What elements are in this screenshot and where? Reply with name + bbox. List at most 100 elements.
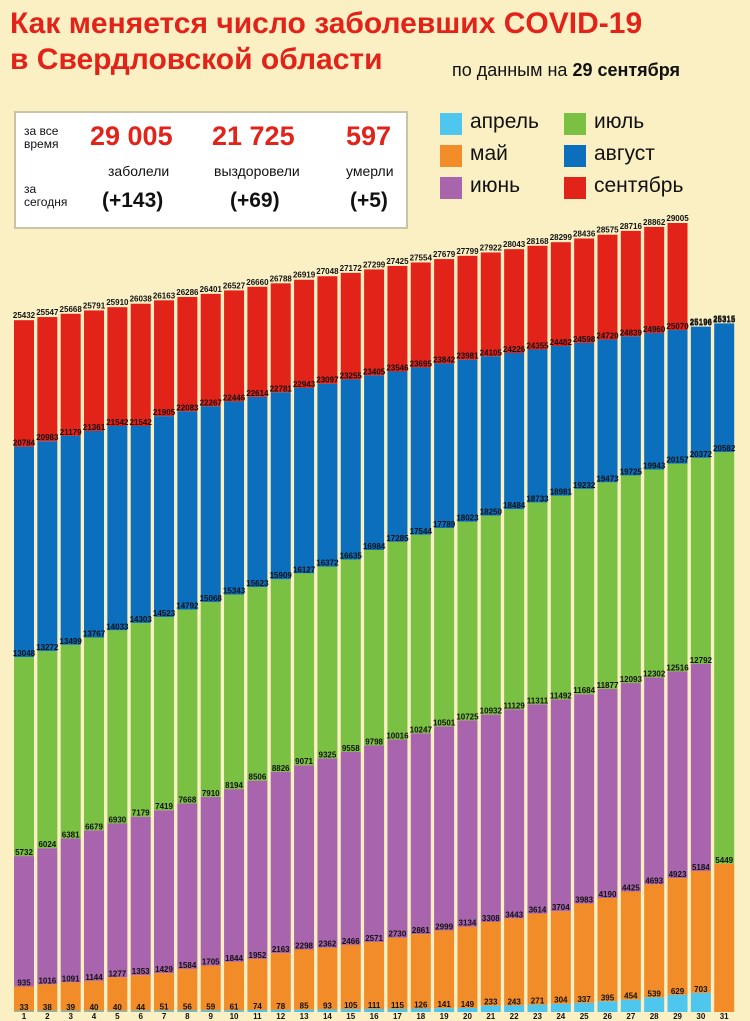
bar-august-15 xyxy=(340,379,361,560)
bar-june-24 xyxy=(550,699,571,912)
data-label-total-31: 25315 xyxy=(713,314,736,323)
bar-september-14 xyxy=(317,276,338,384)
data-label-may-6: 1353 xyxy=(132,967,150,976)
bar-september-13 xyxy=(294,279,315,388)
stat-cases-total: 29 005 xyxy=(90,121,173,151)
data-label-may-26: 4190 xyxy=(599,890,617,899)
data-label-total-10: 26527 xyxy=(223,281,246,290)
bar-july-12 xyxy=(270,579,291,772)
bar-june-15 xyxy=(340,752,361,945)
legend: апрель июль май август июнь сентябрь xyxy=(440,110,740,210)
data-label-july-25: 19232 xyxy=(573,481,596,490)
data-label-august-25: 24598 xyxy=(573,335,596,344)
stat-deaths-total: 597 xyxy=(346,121,392,151)
bar-may-16 xyxy=(364,942,385,1009)
bar-april-2 xyxy=(37,1010,58,1012)
data-label-total-6: 26038 xyxy=(130,295,153,304)
data-label-august-17: 23546 xyxy=(386,363,409,372)
data-label-may-13: 2298 xyxy=(295,941,313,950)
bar-april-5 xyxy=(107,1010,128,1012)
bar-may-26 xyxy=(597,898,618,1002)
bar-september-4 xyxy=(84,310,105,431)
bar-may-28 xyxy=(644,884,665,998)
data-label-august-16: 23405 xyxy=(363,367,386,376)
data-label-total-24: 28299 xyxy=(550,233,573,242)
data-label-june-15: 9558 xyxy=(342,744,360,753)
data-label-april-15: 105 xyxy=(344,1001,358,1010)
bar-june-8 xyxy=(177,803,198,969)
data-label-june-9: 7910 xyxy=(202,789,220,798)
data-label-total-28: 28862 xyxy=(643,218,666,227)
data-label-august-12: 22781 xyxy=(270,384,293,393)
data-label-august-30: 25196 xyxy=(690,319,713,328)
data-label-total-23: 28168 xyxy=(526,237,549,246)
data-label-april-11: 74 xyxy=(253,1002,262,1011)
data-label-may-31: 5449 xyxy=(715,856,733,865)
data-label-june-18: 10247 xyxy=(410,725,433,734)
x-tick-8: 8 xyxy=(185,1012,190,1021)
x-tick-25: 25 xyxy=(580,1012,589,1021)
data-label-april-26: 395 xyxy=(601,993,615,1002)
data-label-may-7: 1429 xyxy=(155,965,173,974)
data-label-july-5: 14033 xyxy=(106,622,129,631)
data-label-august-21: 24105 xyxy=(480,348,503,357)
data-label-august-26: 24720 xyxy=(596,332,619,341)
bar-july-15 xyxy=(340,559,361,753)
x-tick-19: 19 xyxy=(440,1012,449,1021)
data-label-may-24: 3704 xyxy=(552,903,570,912)
bar-september-27 xyxy=(620,230,641,337)
bar-august-22 xyxy=(504,352,525,510)
data-label-august-18: 23695 xyxy=(410,359,433,368)
bar-august-19 xyxy=(434,363,455,529)
data-label-may-1: 935 xyxy=(17,979,31,988)
data-label-total-26: 28575 xyxy=(596,226,619,235)
bar-june-21 xyxy=(480,714,501,923)
data-label-august-13: 22943 xyxy=(293,380,316,389)
data-label-june-2: 6024 xyxy=(38,840,56,849)
bar-april-26 xyxy=(597,1001,618,1012)
data-label-july-19: 17789 xyxy=(433,520,456,529)
data-label-may-4: 1144 xyxy=(85,973,103,982)
bar-april-10 xyxy=(224,1010,245,1012)
data-label-august-31: 25315 xyxy=(713,315,736,324)
x-tick-22: 22 xyxy=(510,1012,519,1021)
data-label-august-24: 24482 xyxy=(550,338,573,347)
data-label-april-1: 33 xyxy=(20,1003,29,1012)
stat-cases-today: (+143) xyxy=(102,189,164,212)
bar-august-3 xyxy=(60,435,81,645)
bar-august-28 xyxy=(644,333,665,470)
bar-august-24 xyxy=(550,346,571,496)
bar-september-20 xyxy=(457,255,478,360)
data-label-total-16: 27299 xyxy=(363,260,386,269)
bar-april-9 xyxy=(200,1010,221,1012)
bar-may-22 xyxy=(504,918,525,1006)
bar-september-1 xyxy=(14,320,34,447)
x-tick-28: 28 xyxy=(650,1012,659,1021)
bar-july-16 xyxy=(364,549,385,746)
data-label-april-5: 40 xyxy=(113,1003,122,1012)
bar-august-18 xyxy=(410,367,431,535)
bar-july-19 xyxy=(434,528,455,727)
bar-september-5 xyxy=(107,307,128,427)
bar-april-29 xyxy=(667,994,688,1012)
bar-august-14 xyxy=(317,383,338,567)
bar-june-29 xyxy=(667,671,688,879)
x-tick-30: 30 xyxy=(696,1012,705,1021)
bar-may-25 xyxy=(574,903,595,1003)
bar-april-12 xyxy=(270,1009,291,1012)
data-label-may-25: 3983 xyxy=(575,896,593,905)
bar-may-30 xyxy=(690,870,711,993)
data-label-april-27: 454 xyxy=(624,992,638,1001)
data-label-may-8: 1584 xyxy=(178,961,196,970)
bar-june-27 xyxy=(620,683,641,892)
data-label-total-17: 27425 xyxy=(386,257,409,266)
bar-april-20 xyxy=(457,1007,478,1012)
bar-august-30 xyxy=(690,326,711,458)
data-label-total-19: 27679 xyxy=(433,250,456,259)
data-label-july-14: 16372 xyxy=(316,559,339,568)
data-label-may-3: 1091 xyxy=(62,974,80,983)
bar-june-12 xyxy=(270,771,291,954)
data-label-april-12: 78 xyxy=(276,1002,285,1011)
x-tick-24: 24 xyxy=(556,1012,565,1021)
